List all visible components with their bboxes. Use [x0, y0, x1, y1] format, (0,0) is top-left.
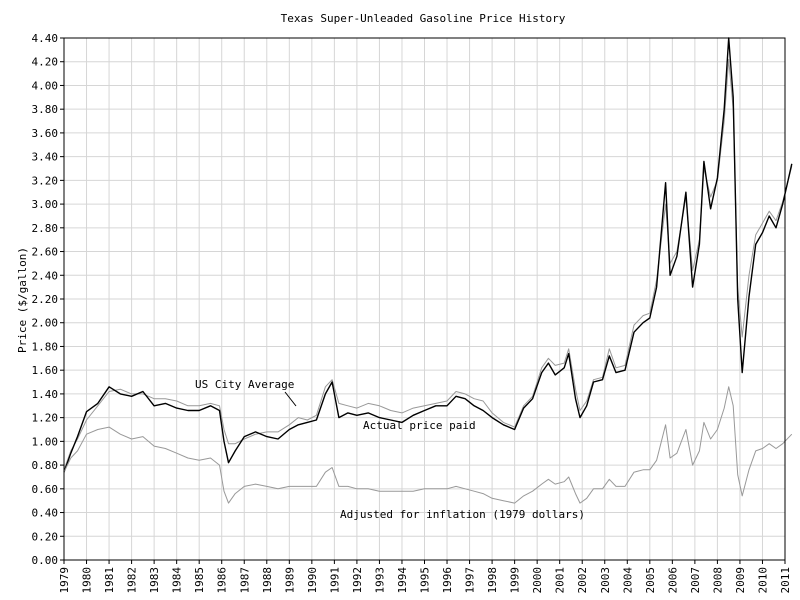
y-tick-label: 0.00: [32, 554, 59, 567]
annotation-inflation-adjusted: Adjusted for inflation (1979 dollars): [340, 508, 585, 521]
x-tick-label: 2007: [689, 567, 702, 594]
series-line-actual_price_paid: [63, 37, 793, 473]
y-tick-label: 4.20: [32, 56, 59, 69]
x-tick-label: 1979: [58, 567, 71, 594]
x-tick-label: 2010: [756, 567, 769, 594]
y-tick-label: 1.80: [32, 340, 59, 353]
x-tick-label: 1992: [351, 567, 364, 594]
x-tick-label: 2002: [576, 567, 589, 594]
y-tick-label: 1.20: [32, 412, 59, 425]
x-tick-label: 2008: [711, 567, 724, 594]
x-tick-label: 2004: [621, 567, 634, 594]
y-tick-label: 2.40: [32, 269, 59, 282]
y-tick-label: 0.80: [32, 459, 59, 472]
x-tick-label: 1987: [238, 567, 251, 594]
y-tick-label: 4.00: [32, 79, 59, 92]
chart-title: Texas Super-Unleaded Gasoline Price Hist…: [281, 12, 566, 25]
y-tick-label: 2.20: [32, 293, 59, 306]
x-tick-label: 1996: [441, 567, 454, 594]
x-tick-label: 2005: [644, 567, 657, 594]
x-tick-label: 1991: [328, 567, 341, 594]
x-tick-label: 1988: [261, 567, 274, 594]
x-tick-label: 1997: [464, 567, 477, 594]
x-tick-label: 1999: [509, 567, 522, 594]
x-tick-label: 1985: [193, 567, 206, 594]
y-tick-label: 1.40: [32, 388, 59, 401]
y-tick-label: 1.60: [32, 364, 59, 377]
y-tick-label: 3.00: [32, 198, 59, 211]
x-tick-label: 1986: [216, 567, 229, 594]
y-tick-label: 2.60: [32, 246, 59, 259]
x-tick-label: 1982: [126, 567, 139, 594]
plot-area-frame: [63, 37, 786, 561]
x-axis-ticks: 1979 1980 1981 1982 1983 1984 1985 1986 1987 1988…: [58, 560, 792, 594]
x-tick-label: 2001: [554, 567, 567, 594]
grid-lines: [63, 37, 786, 561]
x-tick-label: 1980: [81, 567, 94, 594]
x-tick-label: 2011: [779, 567, 792, 594]
x-tick-label: 1989: [283, 567, 296, 594]
x-tick-label: 1981: [103, 567, 116, 594]
y-tick-label: 2.80: [32, 222, 59, 235]
annotation-us-city-average: US City Average: [195, 378, 294, 391]
y-tick-label: 3.20: [32, 174, 59, 187]
y-tick-label: 0.60: [32, 483, 59, 496]
x-tick-label: 1983: [148, 567, 161, 594]
y-axis-ticks: 0.00 0.20 0.40 0.60 0.80 1.00 1.20 1.40 1.60 1.80…: [32, 32, 64, 567]
y-tick-label: 1.00: [32, 435, 59, 448]
x-tick-label: 2009: [734, 567, 747, 594]
y-tick-label: 3.60: [32, 127, 59, 140]
y-tick-label: 3.80: [32, 103, 59, 116]
x-tick-label: 1990: [306, 567, 319, 594]
y-tick-label: 0.20: [32, 530, 59, 543]
x-tick-label: 1998: [486, 567, 499, 594]
series-line-inflation_adjusted: [63, 386, 793, 504]
series-lines: [63, 37, 793, 504]
x-tick-label: 1995: [419, 567, 432, 594]
annotation-us-city-average-pointer: [284, 391, 297, 407]
y-tick-label: 0.40: [32, 507, 59, 520]
x-tick-label: 2000: [531, 567, 544, 594]
x-tick-label: 2003: [599, 567, 612, 594]
x-tick-label: 1994: [396, 567, 409, 594]
y-tick-label: 2.00: [32, 317, 59, 330]
series-line-us_city_average: [63, 58, 793, 470]
y-tick-label: 4.40: [32, 32, 59, 45]
y-tick-label: 3.40: [32, 151, 59, 164]
x-tick-label: 1984: [171, 567, 184, 594]
x-tick-label: 1993: [373, 567, 386, 594]
x-tick-label: 2006: [666, 567, 679, 594]
annotation-actual-price-paid: Actual price paid: [363, 419, 476, 432]
y-axis-label: Price ($/gallon): [16, 247, 29, 353]
